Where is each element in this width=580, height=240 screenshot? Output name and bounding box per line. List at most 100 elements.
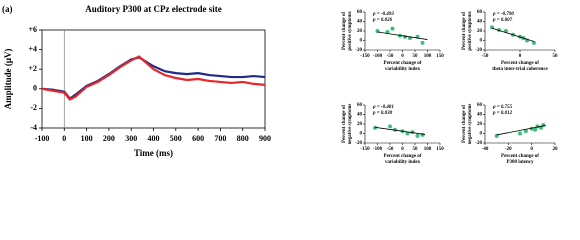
x-tick-label: 200: [103, 134, 115, 143]
point: [523, 129, 528, 134]
x-tick-label: -150: [360, 147, 370, 152]
y-tick-label: 60: [357, 10, 363, 15]
fit-line: [377, 31, 428, 40]
x-tick-label: 700: [214, 134, 226, 143]
point: [533, 127, 538, 132]
x-tick-label: 800: [237, 134, 249, 143]
x-tick-label: -20: [505, 147, 512, 152]
annotation: p = 0.030: [372, 111, 393, 116]
y-tick-label: -20: [475, 141, 482, 146]
annotation: ρ = -0.493: [372, 12, 394, 17]
y-axis-label: Percent change of: [342, 105, 347, 143]
annotation: p = 0.012: [492, 111, 513, 116]
fit-line: [496, 125, 546, 136]
y-tick-label: 20: [357, 122, 363, 127]
y-tick-label: +6: [28, 25, 37, 34]
x-tick-label: 150: [436, 147, 444, 152]
point: [373, 125, 377, 130]
y-tick-label: 0: [360, 132, 363, 137]
fit-line: [374, 126, 426, 135]
erp-line: [41, 56, 266, 100]
y-tick-label: -4: [30, 123, 37, 132]
x-axis-label: theta inter-trial coherence: [492, 67, 548, 72]
x-tick-label: 300: [125, 134, 137, 143]
point: [420, 40, 425, 45]
x-tick-label: 50: [553, 54, 559, 59]
y-axis-label: positive symptoms: [348, 11, 353, 50]
y-tick-label: -20: [355, 48, 362, 53]
y-axis-label: Percent change of: [462, 12, 467, 50]
point: [518, 131, 522, 136]
point: [390, 26, 395, 31]
annotation: ρ = -0.790: [492, 12, 514, 17]
x-tick-label: 600: [192, 134, 204, 143]
x-tick-label: 100: [81, 134, 93, 143]
x-tick-label: 0: [530, 147, 533, 152]
y-tick-label: 20: [357, 29, 363, 34]
x-axis-label: Time (ms): [134, 148, 173, 158]
y-tick-label: 60: [357, 103, 363, 108]
y-axis-label: Amplitude (μV): [3, 49, 13, 110]
y-axis-label: negative symptoms: [468, 104, 473, 145]
x-axis-label: Percent change of: [501, 154, 539, 159]
x-tick-label: -100: [373, 147, 383, 152]
erp-line: [41, 55, 266, 101]
fit-line: [491, 27, 535, 42]
x-tick-label: -40: [482, 147, 489, 152]
x-tick-label: 500: [170, 134, 182, 143]
y-tick-label: -20: [475, 48, 482, 53]
y-axis-label: Percent change of: [462, 105, 467, 143]
y-axis-label: positive symptoms: [468, 11, 473, 50]
x-axis-label: variability index: [385, 160, 421, 165]
y-tick-label: 60: [477, 103, 483, 108]
figure: (a) Auditory P300 at CPz electrode site -…: [2, 4, 559, 165]
y-tick-label: 0: [360, 39, 363, 44]
x-axis-label: Percent change of: [501, 61, 539, 66]
annotation: ρ = 0.755: [492, 105, 513, 110]
annotation: p = 0.026: [372, 18, 393, 23]
x-tick-label: 20: [553, 147, 559, 152]
point: [415, 133, 420, 138]
x-tick-label: 50: [413, 54, 419, 59]
x-tick-label: 900: [259, 134, 271, 143]
x-tick-label: 100: [424, 147, 432, 152]
x-tick-label: -100: [35, 134, 50, 143]
y-tick-label: 40: [357, 20, 363, 25]
x-axis-label: P300 latency: [506, 160, 534, 165]
y-tick-label: 0: [33, 84, 37, 93]
point: [532, 40, 536, 45]
x-tick-label: 50: [413, 147, 419, 152]
y-tick-label: 40: [357, 113, 363, 118]
x-axis-label: variability index: [385, 67, 421, 72]
y-tick-label: -2: [30, 103, 37, 112]
y-tick-label: 0: [480, 39, 483, 44]
chart-title: Auditory P300 at CPz electrode site: [85, 4, 222, 14]
x-tick-label: -50: [387, 54, 394, 59]
plot-frame: [41, 29, 266, 129]
y-tick-label: +4: [28, 44, 37, 53]
x-axis-label: Percent change of: [384, 154, 422, 159]
x-tick-label: 0: [401, 147, 404, 152]
page: (a) Auditory P300 at CPz electrode site -…: [2, 4, 559, 166]
panel-label: (a): [2, 4, 13, 14]
x-axis-label: Percent change of: [384, 61, 422, 66]
x-tick-label: 0: [401, 54, 404, 59]
y-tick-label: -20: [355, 141, 362, 146]
y-tick-label: +2: [28, 64, 37, 73]
x-tick-label: 150: [436, 54, 444, 59]
x-tick-label: 400: [148, 134, 160, 143]
y-axis-label: Percent change of: [342, 12, 347, 50]
y-tick-label: 20: [477, 29, 483, 34]
x-tick-label: -50: [387, 147, 394, 152]
x-tick-label: -100: [373, 54, 383, 59]
x-tick-label: -50: [482, 54, 489, 59]
y-tick-label: 40: [477, 113, 483, 118]
x-tick-label: 0: [62, 134, 66, 143]
point: [388, 124, 392, 129]
x-tick-label: 0: [519, 54, 522, 59]
annotation: p = 0.007: [492, 18, 513, 23]
y-axis-label: negative symptoms: [348, 104, 353, 145]
x-tick-label: 100: [424, 54, 432, 59]
y-tick-label: 60: [477, 10, 483, 15]
annotation: ρ = -0.481: [372, 105, 394, 110]
